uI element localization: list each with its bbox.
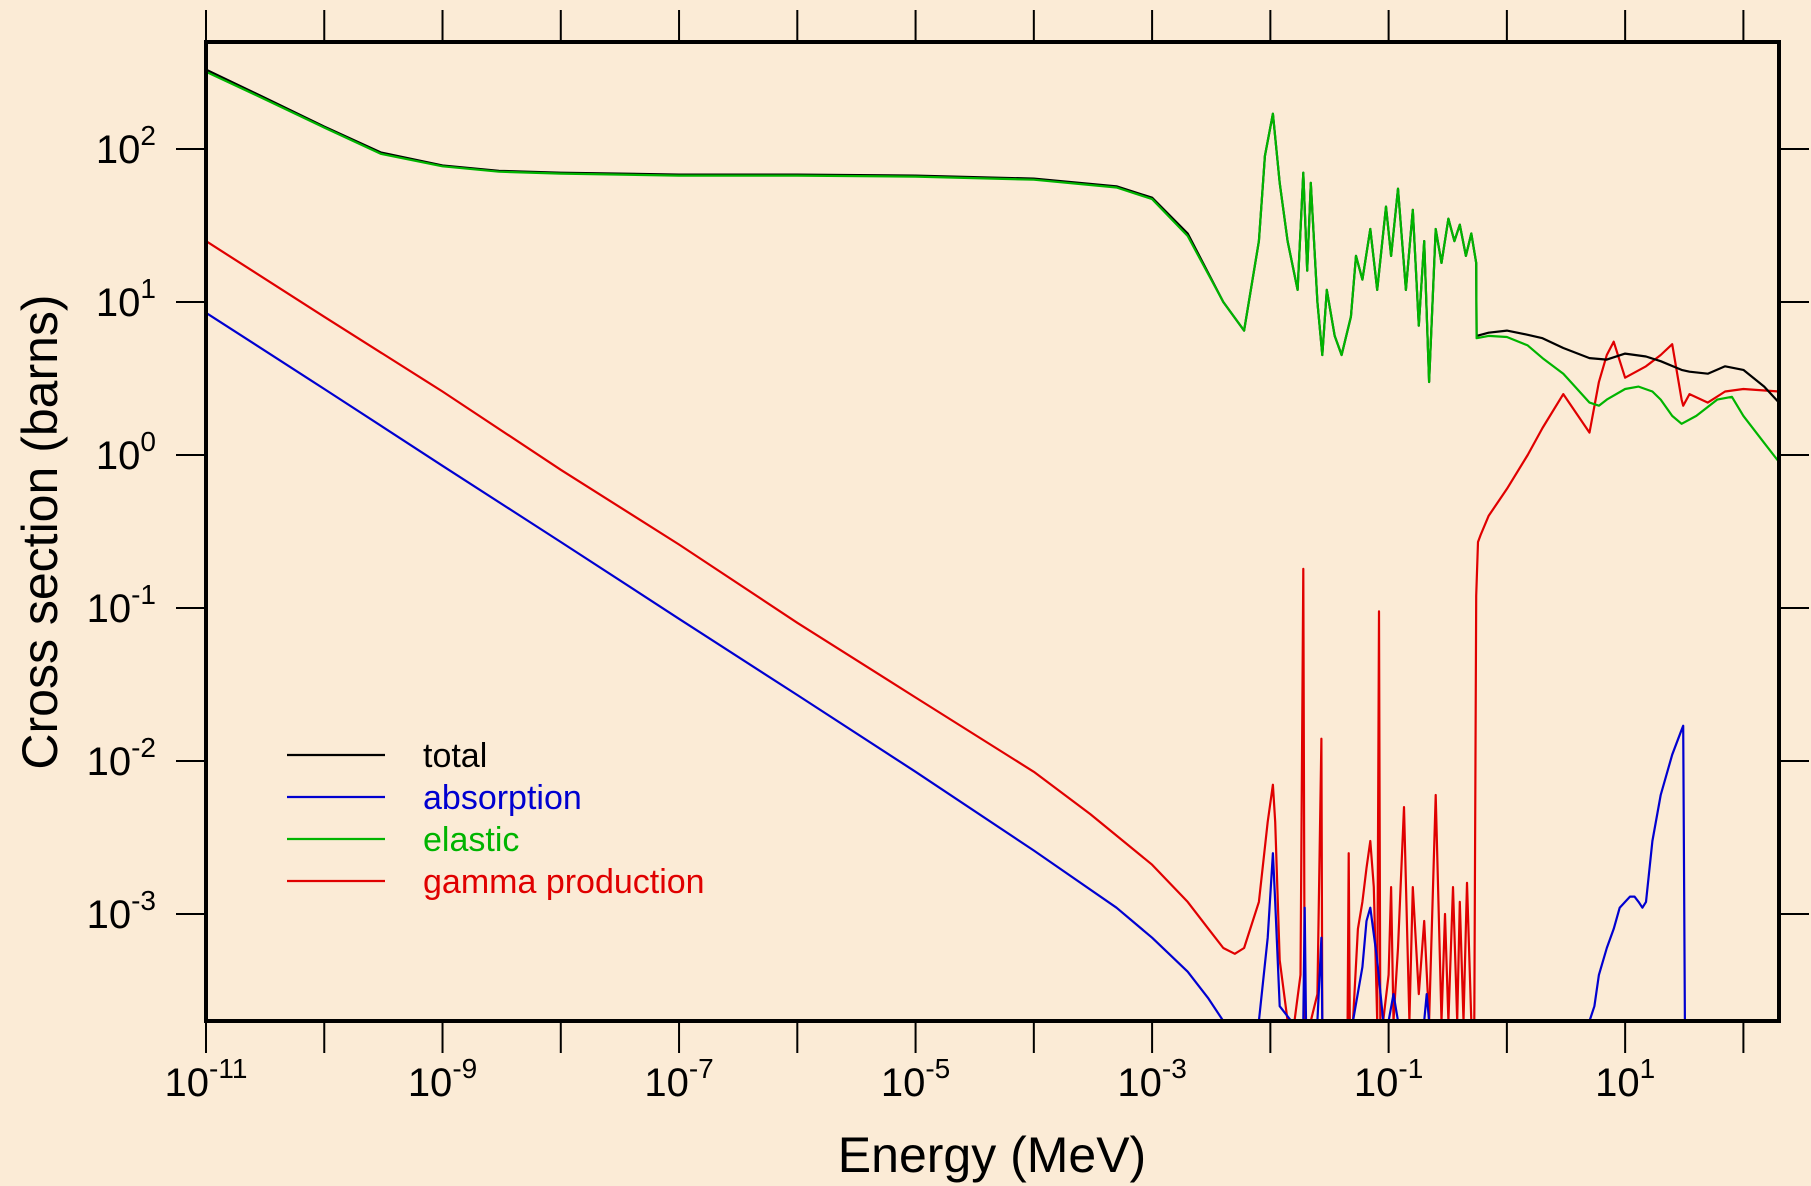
legend-label-elastic: elastic [423,821,519,859]
tick-marks [176,10,1809,1053]
plot-frame [204,40,1781,1023]
x-tick-label: 10-7 [644,1053,713,1105]
legend-label-absorption: absorption [423,779,582,817]
x-tick-label: 10-9 [408,1053,477,1105]
series-line-absorption [205,311,1779,1023]
x-tick-label: 10-3 [1117,1053,1186,1105]
legend: total absorption elastic gamma production [287,737,705,901]
legend-label-gamma-production: gamma production [423,863,705,901]
plot-area [206,42,1779,1021]
y-tick-label: 101 [96,273,156,325]
y-tick-labels: 102 101 100 10-1 10-2 10-3 [87,120,156,937]
series-line-elastic [205,70,1780,463]
x-tick-label: 10-11 [165,1053,248,1105]
y-tick-label: 10-2 [87,732,156,784]
y-tick-label: 10-3 [87,885,156,937]
x-tick-labels: 10-11 10-9 10-7 10-5 10-3 10-1 101 [165,1053,1656,1105]
y-tick-label: 10-1 [87,579,156,631]
legend-label-total: total [423,737,487,775]
y-tick-label: 100 [96,426,156,478]
x-axis-title: Energy (MeV) [838,1127,1146,1183]
x-tick-label: 10-5 [881,1053,950,1105]
x-tick-label: 10-1 [1354,1053,1423,1105]
y-axis-title: Cross section (barns) [12,294,68,769]
x-tick-label: 101 [1595,1053,1655,1105]
y-tick-label: 102 [96,120,156,172]
